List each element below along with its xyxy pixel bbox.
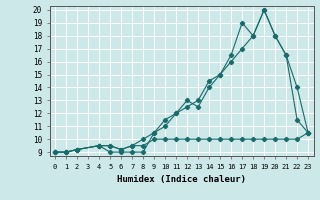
X-axis label: Humidex (Indice chaleur): Humidex (Indice chaleur) (117, 175, 246, 184)
